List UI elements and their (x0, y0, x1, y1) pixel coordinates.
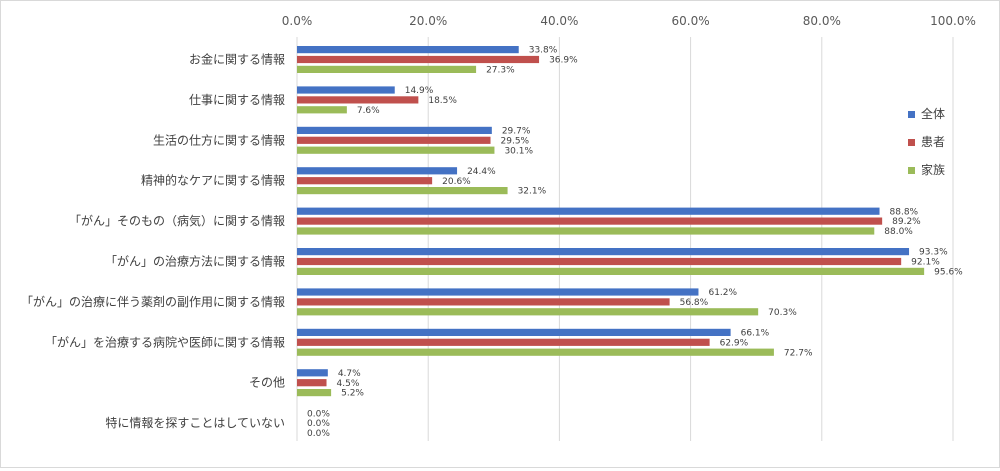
bar (297, 177, 433, 185)
data-label: 89.2% (892, 217, 921, 227)
bar (297, 338, 710, 346)
bar (297, 389, 332, 397)
bar (297, 146, 495, 154)
legend-label: 患者 (921, 135, 945, 149)
category-label: お金に関する情報 (189, 52, 285, 67)
data-label: 33.8% (529, 46, 558, 56)
x-axis-ticks: 0.0% 20.0% 40.0% 60.0% 80.0% 100.0% (282, 14, 976, 28)
bar (297, 298, 670, 306)
category-label: 精神的なケアに関する情報 (141, 173, 285, 188)
bar (297, 126, 492, 134)
category-labels: お金に関する情報仕事に関する情報生活の仕方に関する情報精神的なケアに関する情報「… (21, 52, 285, 431)
bar (297, 136, 491, 144)
legend-swatch (908, 111, 915, 118)
bar (297, 86, 395, 94)
bar (297, 267, 925, 275)
data-label: 0.0% (307, 419, 330, 429)
data-label: 0.0% (307, 409, 330, 419)
data-label: 70.3% (768, 308, 797, 318)
bar (297, 207, 880, 215)
data-label: 36.9% (549, 56, 578, 66)
data-label: 62.9% (720, 338, 749, 348)
data-label: 29.7% (502, 127, 531, 137)
bar (297, 257, 902, 266)
data-label: 32.1% (518, 187, 547, 197)
data-label: 7.6% (357, 106, 380, 116)
data-label: 24.4% (467, 167, 496, 177)
bar (297, 379, 327, 387)
data-label: 4.5% (337, 379, 360, 389)
data-label: 18.5% (428, 96, 457, 106)
data-label: 72.7% (784, 348, 813, 358)
bar (297, 308, 759, 316)
bar (297, 187, 508, 195)
data-label: 66.1% (741, 329, 770, 339)
data-labels: 33.8% 14.9% 29.7% 24.4% 88.8% 93.3% 61.2% 66.1%… (307, 46, 963, 439)
x-tick-label: 60.0% (672, 14, 710, 28)
x-tick-label: 40.0% (540, 14, 578, 28)
category-label: 「がん」そのもの（病気）に関する情報 (69, 213, 285, 228)
data-label: 5.2% (341, 389, 364, 399)
x-tick-label: 0.0% (282, 14, 313, 28)
data-label: 95.6% (934, 268, 963, 278)
data-label: 56.8% (680, 298, 709, 308)
bar (297, 348, 774, 356)
category-label: その他 (249, 376, 285, 390)
category-label: 特に情報を探すことはしていない (105, 415, 285, 430)
bar (297, 288, 699, 296)
data-label: 14.9% (405, 86, 434, 96)
bar (297, 217, 883, 225)
data-label: 20.6% (442, 177, 471, 187)
bar (297, 227, 875, 235)
bar (297, 65, 477, 73)
data-label: 4.7% (338, 369, 361, 379)
bar (297, 248, 910, 256)
bar (297, 55, 540, 64)
bar (297, 328, 731, 336)
legend-label: 全体 (921, 106, 945, 121)
category-label: 「がん」の治療に伴う薬剤の副作用に関する情報 (21, 294, 285, 309)
x-tick-label: 20.0% (409, 14, 447, 28)
data-label: 93.3% (919, 248, 948, 258)
bar (297, 369, 328, 377)
bar (297, 167, 458, 175)
bar (297, 96, 419, 104)
category-label: 「がん」の治療方法に関する情報 (105, 254, 285, 269)
bar (297, 46, 519, 54)
category-label: 生活の仕方に関する情報 (153, 132, 285, 147)
category-label: 仕事に関する情報 (189, 93, 285, 107)
legend-swatch (908, 139, 915, 146)
legend-label: 家族 (921, 162, 945, 177)
data-label: 29.5% (501, 136, 530, 146)
data-label: 0.0% (307, 429, 330, 439)
bar (297, 106, 347, 114)
bars (297, 46, 925, 397)
x-tick-label: 100.0% (930, 14, 976, 28)
data-label: 88.0% (884, 227, 913, 237)
data-label: 61.2% (708, 288, 737, 298)
category-label: 「がん」を治療する病院や医師に関する情報 (45, 334, 285, 349)
x-tick-label: 80.0% (803, 14, 841, 28)
data-label: 88.8% (890, 207, 919, 217)
data-label: 27.3% (486, 66, 515, 76)
data-label: 30.1% (504, 146, 533, 156)
data-label: 92.1% (911, 258, 940, 268)
legend-swatch (908, 167, 915, 174)
